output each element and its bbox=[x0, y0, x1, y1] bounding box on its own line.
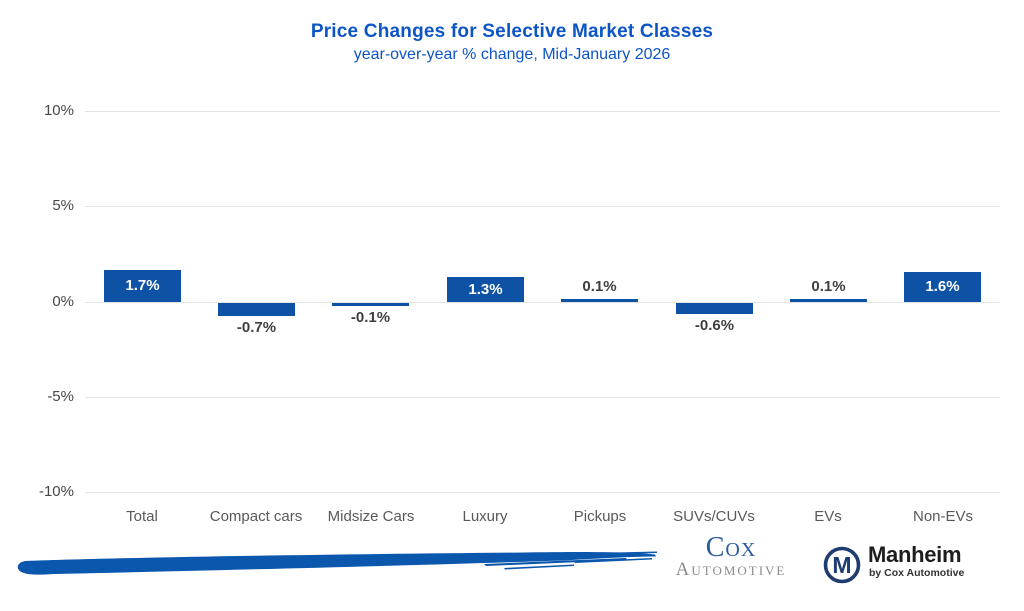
gridline bbox=[85, 302, 1000, 303]
bar-value-label: -0.7% bbox=[236, 319, 277, 336]
bar-total bbox=[104, 270, 181, 302]
bar-pickups bbox=[561, 299, 638, 302]
gridline bbox=[85, 206, 1000, 207]
x-category-label: SUVs/CUVs bbox=[673, 508, 755, 525]
x-category-label: Midsize Cars bbox=[327, 508, 415, 525]
plot-area: 10% 5% 0% -5% -10% 1.7% Total -0.7% Compact cars… bbox=[39, 102, 1000, 525]
x-category-label: Luxury bbox=[462, 508, 508, 525]
bar-luxury bbox=[447, 277, 524, 302]
brush-stroke-decoration bbox=[17, 551, 657, 575]
bar-compact-cars bbox=[218, 303, 295, 316]
gridline bbox=[85, 111, 1000, 112]
svg-text:M: M bbox=[832, 552, 851, 578]
bar-suvs-cuvs bbox=[676, 303, 753, 314]
bar-value-label: 1.3% bbox=[468, 281, 503, 298]
bar-value-label: 1.7% bbox=[125, 277, 160, 294]
x-category-label: Pickups bbox=[573, 508, 627, 525]
gridline bbox=[85, 397, 1000, 398]
manheim-monogram-icon: M bbox=[823, 546, 861, 584]
x-category-label: EVs bbox=[814, 508, 842, 525]
bar-value-label: -0.1% bbox=[350, 309, 391, 326]
manheim-tagline: by Cox Automotive bbox=[869, 567, 965, 579]
x-category-label: Total bbox=[126, 508, 158, 525]
x-category-label: Non-EVs bbox=[912, 508, 974, 525]
bar-value-label: -0.6% bbox=[694, 317, 735, 334]
bar-value-label: 0.1% bbox=[582, 278, 617, 295]
x-category-label: Compact cars bbox=[209, 508, 303, 525]
manheim-wordmark: Manheim bbox=[868, 542, 962, 567]
y-tick-label: -5% bbox=[47, 388, 74, 405]
y-tick-label: -10% bbox=[38, 483, 74, 500]
bar-non-evs bbox=[904, 272, 981, 302]
cox-logo-wordmark: Cox bbox=[705, 532, 757, 563]
bar-midsize-cars bbox=[332, 303, 409, 306]
cox-logo-subwordmark: Automotive bbox=[675, 559, 787, 580]
chart-title: Price Changes for Selective Market Class… bbox=[310, 21, 714, 42]
y-tick-label: 5% bbox=[52, 197, 74, 214]
y-tick-label: 10% bbox=[43, 102, 74, 119]
chart-subtitle: year-over-year % change, Mid-January 202… bbox=[353, 46, 671, 63]
cox-automotive-logo: Cox Automotive bbox=[650, 532, 812, 580]
gridline bbox=[85, 492, 1000, 493]
bar-value-label: 1.6% bbox=[925, 278, 960, 295]
bar-evs bbox=[790, 299, 867, 302]
bar-value-label: 0.1% bbox=[811, 278, 846, 295]
y-tick-label: 0% bbox=[52, 293, 74, 310]
